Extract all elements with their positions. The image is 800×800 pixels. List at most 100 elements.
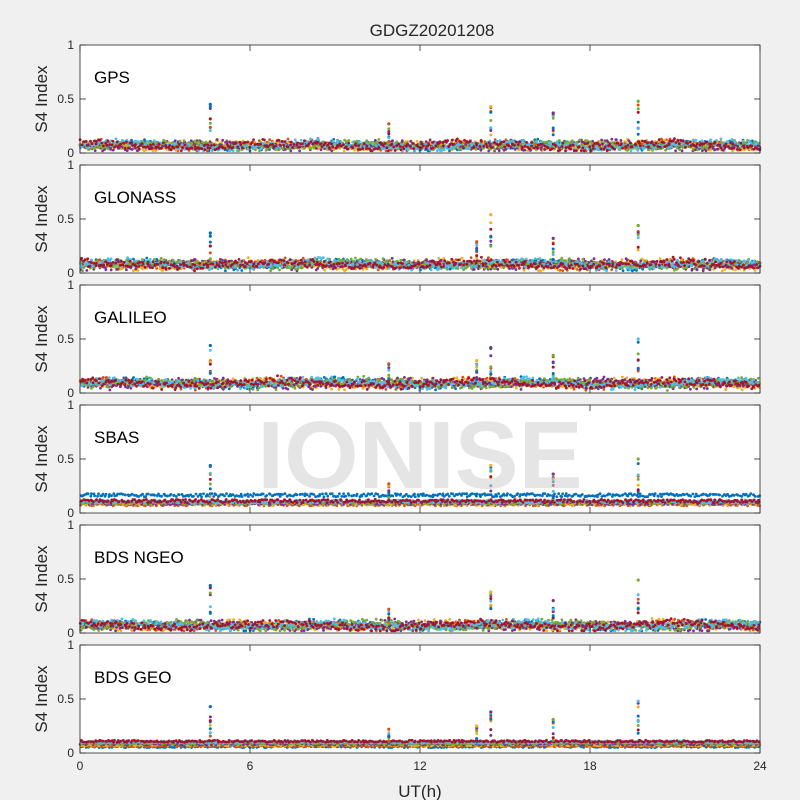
data-point [354, 144, 358, 147]
data-point [156, 145, 160, 149]
data-point [231, 149, 235, 153]
data-point [558, 144, 561, 147]
data-point [593, 142, 597, 145]
data-point [704, 149, 708, 153]
data-point [505, 140, 509, 144]
data-point [469, 256, 473, 259]
data-point [468, 139, 472, 143]
data-point [159, 257, 163, 260]
data-point [90, 146, 93, 150]
data-point [658, 145, 662, 149]
data-point [391, 139, 394, 143]
data-point [296, 141, 300, 145]
data-point [324, 141, 327, 145]
data-point [665, 144, 669, 148]
data-point [286, 137, 290, 141]
data-point [351, 140, 355, 144]
data-point [374, 258, 377, 261]
data-point [577, 145, 581, 149]
data-point [615, 138, 618, 142]
data-point [723, 145, 727, 149]
data-point [421, 144, 425, 148]
data-point [226, 149, 229, 152]
data-point [405, 143, 409, 147]
data-point [204, 259, 208, 263]
data-point [530, 144, 533, 148]
data-point [465, 147, 469, 151]
data-point [390, 142, 394, 146]
data-point [727, 145, 730, 149]
data-point [221, 138, 225, 142]
data-point [566, 142, 570, 146]
data-point [411, 142, 414, 145]
data-point [333, 142, 337, 146]
data-point [502, 266, 505, 270]
data-point [130, 148, 134, 151]
y-tick-label: 0.5 [57, 92, 74, 106]
data-point [381, 257, 385, 261]
data-point [108, 143, 111, 147]
data-point [675, 146, 679, 150]
data-point [708, 145, 712, 149]
data-point [173, 139, 177, 143]
data-point [171, 142, 175, 146]
data-point [241, 146, 244, 150]
data-point [162, 141, 165, 145]
data-point [120, 267, 124, 270]
data-point [695, 268, 699, 272]
data-point [681, 139, 685, 143]
data-point [239, 143, 243, 147]
data-point [613, 147, 616, 151]
data-point [351, 146, 355, 150]
data-point [298, 149, 301, 153]
data-point [579, 149, 583, 152]
spike-point [208, 121, 212, 125]
data-point [621, 146, 624, 150]
data-point [480, 140, 483, 143]
data-point [686, 142, 689, 145]
data-point [752, 147, 756, 151]
data-point [365, 147, 368, 151]
data-point [114, 137, 118, 141]
data-point [483, 267, 487, 270]
data-point [182, 139, 186, 143]
data-point [151, 143, 155, 146]
data-point [586, 142, 589, 145]
data-point [357, 144, 360, 148]
data-point [120, 138, 124, 142]
data-point [354, 256, 357, 260]
data-point [409, 140, 412, 143]
data-point [730, 266, 734, 270]
spike-point [551, 128, 555, 132]
data-point [603, 258, 606, 261]
data-point [615, 144, 618, 148]
data-point [309, 137, 312, 141]
data-point [330, 149, 334, 153]
data-point [455, 137, 459, 141]
spike-point [636, 110, 640, 114]
data-point [456, 267, 460, 270]
data-point [243, 141, 247, 144]
data-point [539, 269, 542, 273]
data-point [235, 149, 239, 153]
data-point [210, 144, 213, 147]
data-point [347, 139, 351, 142]
data-point [569, 147, 572, 151]
spike-point [551, 116, 555, 120]
data-point [755, 141, 759, 144]
data-point [624, 145, 628, 149]
data-point [736, 145, 740, 148]
data-point [556, 268, 560, 272]
data-point [143, 138, 146, 142]
data-point [347, 141, 351, 145]
data-point [642, 146, 646, 150]
data-point [98, 138, 102, 142]
spike-point [636, 103, 640, 107]
data-point [431, 146, 435, 150]
data-point [522, 268, 526, 272]
data-point [718, 143, 722, 147]
data-point [193, 258, 197, 261]
data-point [180, 143, 184, 147]
data-point [546, 146, 550, 150]
data-point [150, 146, 154, 150]
